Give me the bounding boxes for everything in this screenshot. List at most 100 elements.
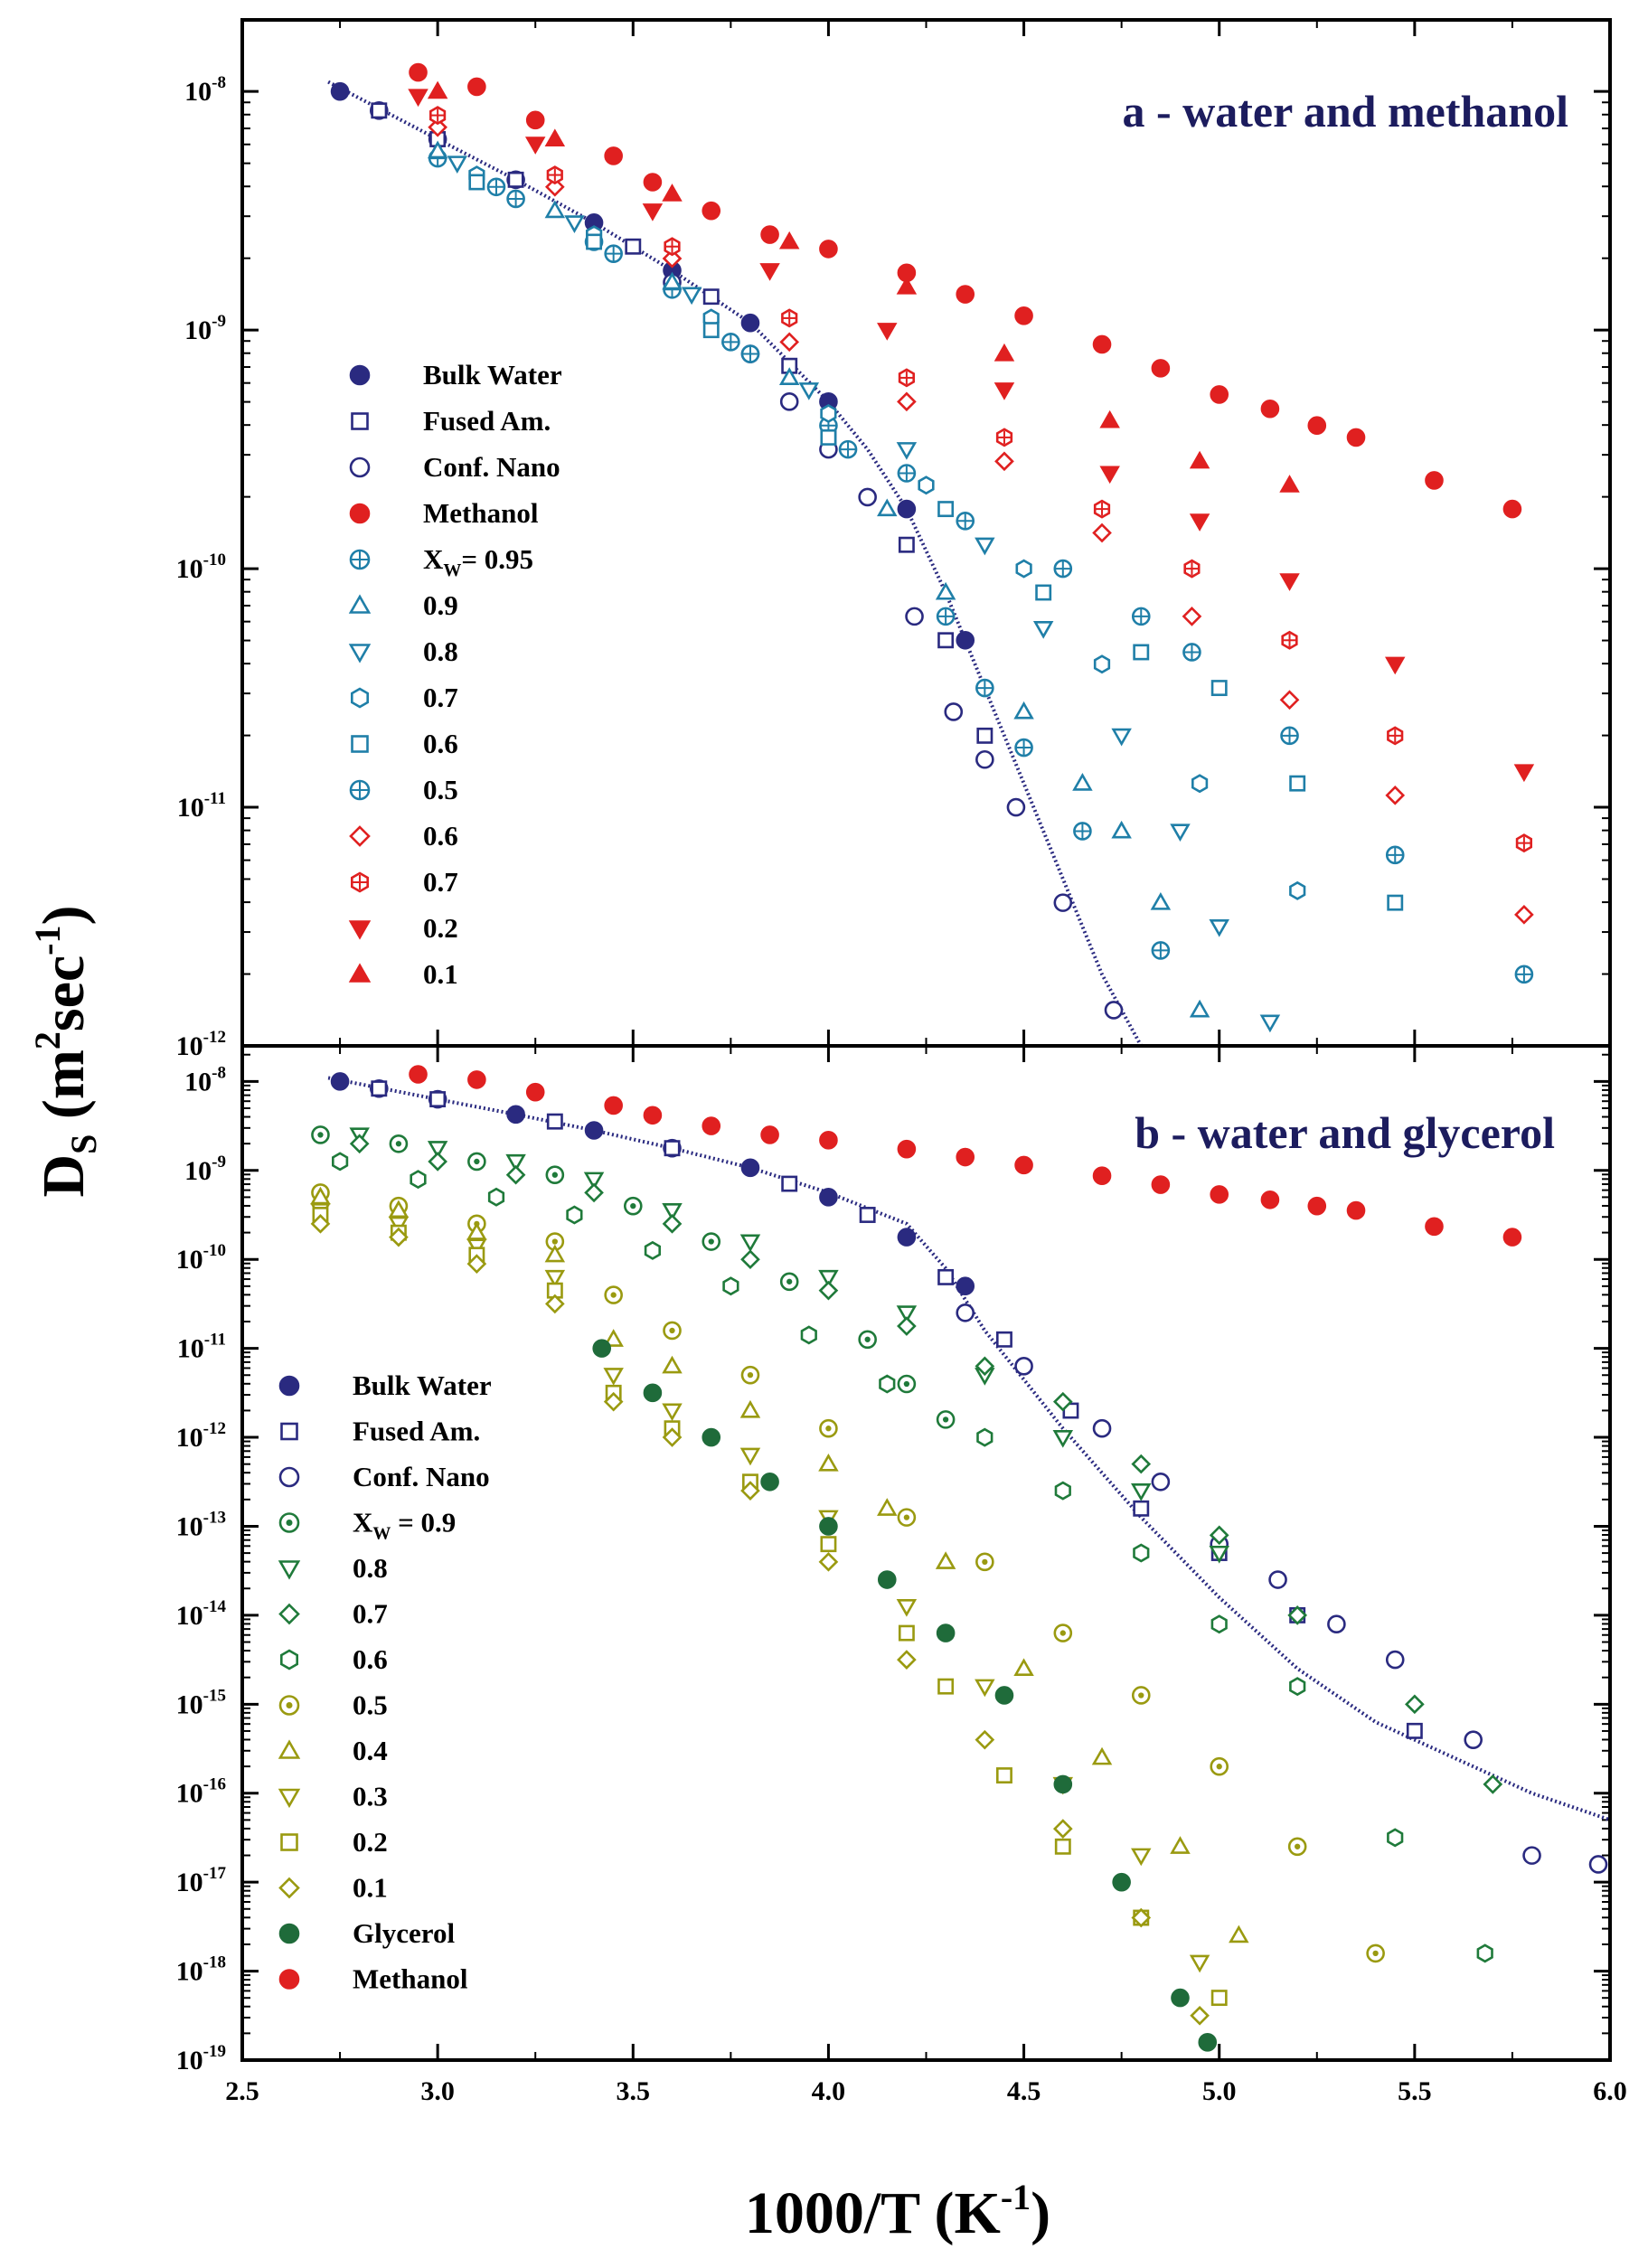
y-axis-title: DS (m2sec-1) — [27, 906, 104, 1198]
data-point — [1052, 1819, 1073, 1839]
data-point — [603, 1368, 624, 1386]
data-point — [1514, 965, 1534, 984]
data-point — [1073, 822, 1092, 841]
data-point — [1307, 1196, 1327, 1216]
legend-label: 0.3 — [353, 1781, 388, 1812]
legend-marker — [351, 412, 369, 430]
data-point — [820, 1536, 837, 1553]
legend-label: Bulk Water — [423, 359, 562, 391]
series-0-3-9 — [310, 1203, 1210, 1973]
data-point — [994, 343, 1015, 362]
data-point — [760, 225, 779, 244]
legend-label: 0.7 — [423, 682, 458, 713]
data-point — [956, 1147, 975, 1167]
data-point — [935, 1551, 956, 1569]
data-point — [1151, 1175, 1171, 1194]
x-tick-label: 4.5 — [1007, 2076, 1041, 2106]
data-point — [838, 439, 858, 459]
series-0-5-9 — [486, 177, 1534, 984]
data-point — [898, 536, 915, 553]
y-tick-label: 10-10 — [176, 551, 226, 584]
data-point — [409, 62, 428, 82]
data-point — [1476, 1943, 1493, 1963]
data-point — [721, 333, 740, 352]
data-point — [1268, 1570, 1287, 1589]
data-point — [525, 110, 545, 130]
legend-marker — [349, 825, 371, 847]
data-point — [642, 203, 664, 221]
data-point — [918, 475, 935, 495]
data-point — [779, 1272, 799, 1292]
data-point — [1183, 559, 1201, 579]
legend-label: 0.6 — [423, 820, 458, 852]
data-point — [1092, 1418, 1112, 1438]
data-point — [956, 630, 975, 650]
data-point — [468, 174, 485, 191]
data-point — [937, 1268, 955, 1285]
data-point — [592, 1339, 612, 1358]
series-0-6-8 — [468, 174, 1404, 911]
x-tick-label: 2.5 — [225, 2076, 259, 2106]
data-point — [1406, 1722, 1423, 1739]
x-tick-label: 4.0 — [812, 2076, 846, 2106]
data-point — [1209, 1525, 1229, 1546]
legend-marker — [278, 1512, 300, 1533]
data-point — [1014, 1357, 1033, 1376]
data-point — [1054, 1481, 1071, 1501]
data-point — [1131, 607, 1151, 626]
data-point — [1588, 1855, 1608, 1874]
x-tick-label: 5.5 — [1398, 2076, 1432, 2106]
data-point — [897, 464, 917, 483]
data-point — [760, 1472, 779, 1492]
legend-label: 0.5 — [353, 1689, 388, 1721]
data-point — [1464, 1730, 1483, 1749]
data-point — [898, 1624, 915, 1642]
data-point — [779, 332, 800, 353]
data-point — [1006, 797, 1026, 817]
legend-marker — [278, 1560, 301, 1580]
data-point — [1405, 1694, 1425, 1715]
data-point — [389, 1134, 409, 1153]
data-point — [662, 1214, 683, 1234]
data-point — [740, 313, 760, 333]
data-point — [1513, 764, 1535, 783]
data-point — [662, 1403, 683, 1422]
legend-label: 0.4 — [353, 1735, 388, 1766]
data-point — [1385, 656, 1406, 675]
data-point — [1327, 1614, 1346, 1634]
data-point — [819, 240, 838, 259]
legend-marker — [280, 1422, 298, 1441]
data-point — [1150, 892, 1172, 910]
legend-label: 0.1 — [423, 958, 458, 990]
data-point — [681, 287, 702, 306]
data-point — [897, 1508, 917, 1527]
data-point — [644, 1240, 662, 1260]
y-tick-label: 10-12 — [176, 1028, 226, 1061]
data-point — [975, 1552, 994, 1572]
legend-marker — [279, 1649, 299, 1670]
data-point — [1425, 471, 1444, 490]
data-point — [1289, 880, 1306, 900]
data-point — [1131, 1686, 1151, 1705]
fit-curve — [327, 80, 1144, 1046]
data-point — [643, 173, 663, 192]
data-point — [662, 184, 683, 202]
data-point — [937, 1678, 955, 1695]
data-point — [564, 215, 585, 233]
data-point — [819, 1188, 838, 1207]
data-point — [1013, 1658, 1034, 1676]
data-point — [1425, 1217, 1444, 1237]
data-point — [935, 581, 956, 600]
data-point — [545, 1165, 565, 1185]
data-point — [937, 632, 955, 649]
data-point — [1091, 1746, 1113, 1765]
data-point — [1210, 385, 1229, 404]
data-point — [1092, 522, 1112, 543]
series-0-2-12 — [408, 89, 1535, 783]
legend-marker — [278, 1466, 300, 1488]
data-point — [1052, 1430, 1074, 1448]
data-point — [722, 1276, 739, 1296]
legend-label: Methanol — [353, 1963, 468, 1995]
data-point — [879, 1374, 896, 1394]
legend-marker — [348, 644, 372, 663]
